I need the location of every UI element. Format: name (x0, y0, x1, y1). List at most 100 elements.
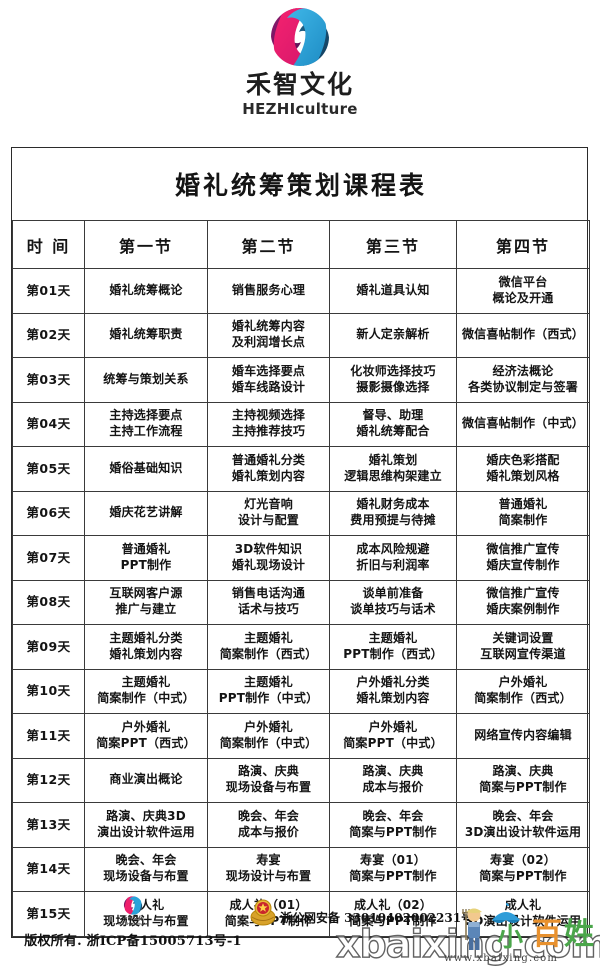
cell-session-2: 路演、庆典 现场设备与布置 (207, 757, 330, 803)
cell-line: 路演、庆典 (237, 764, 299, 779)
cell-session-2: 婚车选择要点 婚车线路设计 (207, 357, 330, 403)
cell-line: 现场设备与布置 (225, 780, 312, 795)
cell-line: PPT制作 (120, 557, 172, 572)
cell-line: 推广与建立 (115, 602, 177, 617)
cell-line: 简案与PPT制作 (349, 869, 437, 884)
cell-line: 演出设计软件运用 (97, 824, 195, 839)
cell-session-1: 主题婚礼 简案制作（中式） (84, 668, 208, 714)
cell-line: 婚车选择要点 (231, 363, 306, 378)
cell-session-3: 新人定亲解析 (329, 312, 457, 358)
cell-line: 简案与PPT制作 (479, 780, 567, 795)
cell-line: 成本与报价 (362, 780, 424, 795)
cell-line: 路演、庆典 (492, 764, 554, 779)
cell-session-3: 婚礼财务成本 费用预提与待摊 (329, 490, 457, 536)
cell-line: 婚礼策划内容 (109, 646, 183, 661)
cell-line: 现场设计与布置 (103, 913, 189, 928)
cell-line: 3D演出设计软件运用 (464, 824, 582, 839)
cell-line: 简案PPT（西式） (96, 735, 196, 750)
cell-line: 简案制作 (498, 513, 548, 528)
cell-line: 灯光音响 (244, 497, 293, 512)
table-row: 第03天 统筹与策划关系 婚车选择要点 婚车线路设计 化妆师选择技巧 摄影摄像选择 经济法概… (12, 357, 590, 403)
cell-line: 主题婚礼分类 (109, 630, 183, 645)
page-footer: 禾智文化 HEZHIculture 版权所有. 浙ICP备15005713号-1… (0, 893, 600, 972)
cell-day: 第09天 (12, 624, 85, 670)
cell-session-1: 户外婚礼 简案PPT（西式） (84, 713, 208, 759)
police-badge-icon (248, 897, 278, 927)
col-header-session-4: 第四节 (456, 220, 590, 269)
cell-session-3: 户外婚礼分类 婚礼策划内容 (329, 668, 457, 714)
cell-line: 晚会、年会 (237, 808, 299, 823)
cell-line: 现场设备与布置 (103, 869, 189, 884)
col-header-session-2: 第二节 (207, 220, 330, 269)
cell-line: 概论及开通 (492, 290, 554, 305)
cell-line: 婚庆色彩搭配 (486, 452, 560, 467)
table-row: 第14天 晚会、年会 现场设备与布置 寿宴 现场设计与布置 寿宴（01） 简案与PPT制作寿… (12, 846, 590, 892)
cell-day: 第10天 (12, 668, 85, 714)
cell-line: 新人定亲解析 (356, 327, 430, 342)
cell-line: 简案与PPT制作 (349, 913, 437, 928)
cell-line: 婚礼策划内容 (356, 691, 430, 706)
page-title: 婚礼统筹策划课程表 (12, 148, 590, 221)
cell-line: 微信推广宣传 (486, 541, 560, 556)
schedule-sheet: 婚礼统筹策划课程表 时 间 第一节 第二节 第三节 第四节 第01天 婚礼统筹概论… (11, 147, 590, 938)
cell-line: 简案制作（中式） (97, 691, 195, 706)
cell-session-4: 晚会、年会 3D演出设计软件运用 (456, 802, 590, 848)
cell-line: 寿宴（01） (360, 853, 426, 868)
cell-line: 商业演出概论 (109, 772, 183, 787)
cell-session-4: 微信推广宣传 婚庆宣传制作 (456, 535, 590, 581)
cell-day: 第01天 (12, 268, 85, 314)
cell-line: 路演、庆典 (362, 764, 424, 779)
cell-line: 户外婚礼 (368, 719, 418, 734)
cell-line: 婚礼统筹概论 (109, 282, 183, 297)
cell-line: 路演、庆典3D (106, 808, 186, 823)
cell-line: 婚礼统筹配合 (356, 424, 430, 439)
cell-session-2: 3D软件知识 婚礼现场设计 (207, 535, 330, 581)
cell-session-2: 销售电话沟通 话术与技巧 (207, 579, 330, 625)
cell-line: 婚庆宣传制作 (486, 557, 560, 572)
cell-line: 主持推荐技巧 (231, 424, 306, 439)
cell-line: 摄影摄像选择 (356, 379, 430, 394)
cell-line: PPT制作（中式） (218, 691, 319, 706)
cell-line: 简案与PPT制作 (479, 869, 567, 884)
cell-line: 普通婚礼分类 (231, 452, 306, 467)
cell-line: 寿宴（02） (490, 853, 556, 868)
cell-line: 成本风险规避 (356, 541, 430, 556)
cell-line: 户外婚礼 (121, 719, 171, 734)
cell-day: 第14天 (12, 846, 85, 892)
brand-name-en: HEZHIculture (242, 100, 358, 118)
cell-line: 户外婚礼 (498, 675, 548, 690)
cell-day: 第02天 (12, 312, 85, 358)
cell-line: 婚车线路设计 (231, 379, 306, 394)
cell-session-2: 婚礼统筹内容 及利润增长点 (207, 312, 330, 358)
cell-session-1: 婚礼统筹概论 (84, 268, 208, 314)
cell-day: 第05天 (12, 446, 85, 492)
cell-line: 微信喜帖制作（西式） (461, 327, 584, 342)
cell-line: 晚会、年会 (492, 808, 554, 823)
cell-line: 简案与PPT制作 (349, 824, 437, 839)
cell-line: 微信平台 (498, 274, 548, 289)
cell-day: 第06天 (12, 490, 85, 536)
cell-session-2: 灯光音响 设计与配置 (207, 490, 330, 536)
cell-line: 婚礼策划 (368, 452, 418, 467)
footer-copyright-block: 禾智文化 HEZHIculture 版权所有. 浙ICP备15005713号-1 (18, 895, 248, 949)
cell-line: 话术与技巧 (237, 602, 299, 617)
cell-line: 设计与配置 (237, 513, 299, 528)
cell-line: 3D软件知识 (234, 541, 303, 556)
cell-day: 第07天 (12, 535, 85, 581)
cell-line: 销售服务心理 (231, 282, 306, 297)
icp-record-text: 版权所有. 浙ICP备15005713号-1 (24, 934, 242, 950)
cell-session-4: 微信平台 概论及开通 (456, 268, 590, 314)
cell-line: 成人礼 (504, 897, 542, 912)
cell-session-4: 寿宴（02） 简案与PPT制作 (456, 846, 590, 892)
cell-session-4: 网络宣传内容编辑 (456, 713, 590, 759)
table-row: 第09天 主题婚礼分类 婚礼策划内容 主题婚礼 简案制作（西式） 主题婚礼 PPT制作（西式… (12, 624, 590, 670)
cell-session-3: 婚礼策划 逻辑思维构架建立 (329, 446, 457, 492)
cell-session-1: 主题婚礼分类 婚礼策划内容 (84, 624, 208, 670)
cell-line: 微信喜帖制作（中式） (461, 416, 584, 431)
table-row: 第11天 户外婚礼 简案PPT（西式） 户外婚礼 简案制作（中式） 户外婚礼 简案PPT（中… (12, 713, 590, 759)
cell-line: 简案制作（中式） (219, 735, 318, 750)
cell-session-3: 督导、助理 婚礼统筹配合 (329, 401, 457, 447)
cell-line: 寿宴 (256, 853, 281, 868)
cell-line: PPT制作（西式） (343, 646, 443, 661)
cell-line: 主题婚礼 (121, 675, 171, 690)
